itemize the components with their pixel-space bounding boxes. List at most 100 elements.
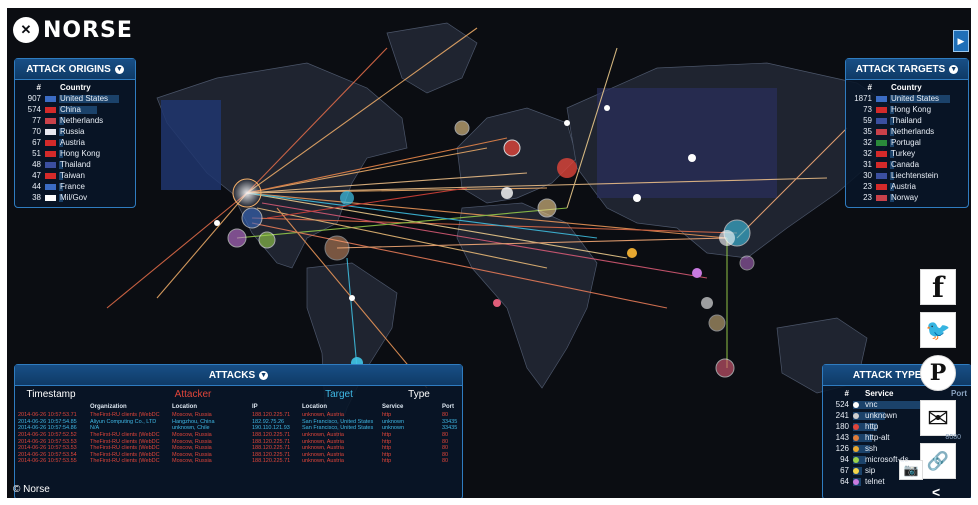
attacker-ip: 182.92.75.26 [252, 418, 285, 425]
link-share-button[interactable]: 🔗 [920, 443, 956, 479]
attacker-ip: 188.120.225.71 [252, 412, 291, 419]
country-name: Canada [891, 160, 920, 169]
email-share-button[interactable]: ✉ [920, 400, 956, 436]
country-row: 48 Thailand [19, 159, 131, 170]
country-name: Liechtenstein [891, 171, 939, 180]
share-bar [890, 139, 894, 147]
expand-panel-button[interactable]: ▶ [953, 30, 969, 52]
logo-badge-icon: ✕ [13, 17, 39, 43]
share-bar [853, 401, 923, 409]
share-bar [59, 194, 63, 202]
col-service-header: Service [865, 389, 894, 398]
attack-map-stage: ✕ NORSE ▶ ATTACK ORIGINS ▼ # Country 907 U… [7, 8, 971, 498]
attack-targets-title-text: ATTACK TARGETS [855, 63, 946, 75]
organization: Aliyun Computing Co., LTD [90, 418, 157, 425]
attack-row: 2014-06-26 10:57:52.52 TheFirst-RU client… [15, 432, 462, 439]
attack-type-service: unknown [865, 411, 898, 420]
service: http [382, 432, 392, 439]
country-row: 32 Portugal [850, 137, 964, 148]
pinterest-share-button[interactable]: P [920, 355, 956, 391]
organization: TheFirst-RU clients (WebDC [90, 432, 160, 439]
greenland [386, 22, 478, 94]
attack-row: 2014-06-26 10:57:53.53 TheFirst-RU client… [15, 438, 462, 445]
attack-type-row: 94 microsoft-ds [827, 454, 967, 465]
country-name: Thailand [891, 116, 922, 125]
flag-icon [876, 161, 887, 168]
africa [456, 202, 598, 389]
share-bar [890, 128, 894, 136]
country-name: Portugal [891, 138, 921, 147]
attacker-location: unknown, Chile [172, 425, 210, 432]
service-color-dot [853, 467, 859, 474]
country-count: 32 [863, 149, 872, 158]
country-count: 44 [32, 182, 41, 191]
facebook-share-button[interactable]: f [920, 269, 956, 305]
target-location: San Francisco, United States [302, 418, 374, 425]
pinterest-icon: P [929, 360, 947, 386]
timestamp: 2014-06-26 10:57:54.85 [15, 419, 90, 425]
timestamp-time: 10:57:52.52 [47, 432, 77, 439]
attack-origins-title[interactable]: ATTACK ORIGINS ▼ [15, 59, 135, 80]
attack-type-row: 143 http-alt 8080 [827, 432, 967, 443]
col-num-header: # [36, 83, 41, 92]
country-count: 70 [32, 127, 41, 136]
target-location: unknown, Austria [302, 458, 344, 465]
timestamp-time: 10:57:53.53 [47, 438, 77, 445]
attack-targets-panel: ATTACK TARGETS ▼ # Country 1871 United Sta… [845, 58, 969, 208]
timestamp: 2014-06-26 10:57:53.53 [15, 439, 90, 445]
col-service-header: Service [382, 404, 404, 410]
country-name: China [60, 105, 81, 114]
country-name: Thailand [60, 160, 91, 169]
country-name: Austria [60, 138, 85, 147]
attack-types-table: # Service Port 524 vnc 241 unknown 180 http 143 h… [823, 386, 971, 489]
attack-type-service: sip [865, 466, 876, 475]
country-name: Netherlands [60, 116, 104, 125]
country-row: 59 Thailand [850, 115, 964, 126]
timestamp: 2014-06-26 10:57:53.55 [15, 458, 90, 464]
chevron-down-icon: ▼ [949, 64, 959, 74]
timestamp: 2014-06-26 10:57:54.86 [15, 425, 90, 431]
timestamp-date: 2014-06-26 [18, 438, 47, 445]
norse-logo: ✕ NORSE [13, 17, 133, 43]
attack-type-count: 94 [840, 455, 849, 464]
country-row: 574 China [19, 104, 131, 115]
share-bar [890, 161, 894, 169]
country-name: Taiwan [60, 171, 85, 180]
col-ip-header: IP [252, 404, 258, 410]
attack-row: 2014-06-26 10:57:53.54 TheFirst-RU client… [15, 452, 462, 459]
timestamp-date: 2014-06-26 [18, 412, 47, 419]
attacker-location: Hangzhou, China [172, 418, 215, 425]
country-count: 47 [32, 171, 41, 180]
attacks-title[interactable]: ATTACKS ▼ [15, 365, 462, 386]
col-target-location-header: Location [302, 404, 327, 410]
attack-type-row: 180 http [827, 421, 967, 432]
country-name: Hong Kong [60, 149, 101, 158]
organization: TheFirst-RU clients (WebDC [90, 458, 160, 465]
flag-icon [45, 183, 56, 190]
col-country-header: Country [60, 83, 91, 92]
flag-icon [45, 161, 56, 168]
timestamp-time: 10:57:53.54 [47, 451, 77, 458]
country-count: 23 [863, 182, 872, 191]
country-row: 31 Canada [850, 159, 964, 170]
attack-type-service: ssh [865, 444, 878, 453]
timestamp: 2014-06-26 10:57:53.53 [15, 445, 90, 451]
logo-text: NORSE [43, 17, 133, 43]
share-bar [59, 117, 65, 125]
camera-button[interactable]: 📷 [899, 460, 923, 480]
flag-icon [876, 117, 887, 124]
port: 33435 [442, 418, 458, 425]
attack-row: 2014-06-26 10:57:54.86 N/A unknown, Chile 1… [15, 425, 462, 432]
col-location-header: Location [172, 404, 197, 410]
twitter-icon: 🐦 [925, 319, 951, 342]
timestamp: 2014-06-26 10:57:53.54 [15, 452, 90, 458]
col-type-header: Type [408, 388, 430, 400]
share-bar [890, 95, 950, 103]
share-bar [890, 106, 894, 114]
attacks-sub-headers: Organization Location IP Location Servic… [15, 402, 462, 412]
share-bar [59, 95, 119, 103]
target-location: unknown, Austria [302, 445, 344, 452]
share-icon[interactable]: < [932, 484, 941, 498]
attack-targets-title[interactable]: ATTACK TARGETS ▼ [846, 59, 968, 80]
twitter-share-button[interactable]: 🐦 [920, 312, 956, 348]
